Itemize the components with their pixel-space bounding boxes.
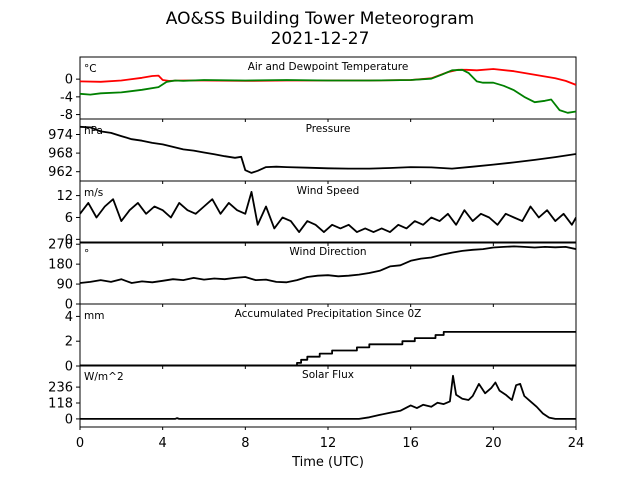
- y-tick-label: 180: [48, 258, 73, 273]
- panel-1: 974 968 962 Pressure hPa: [48, 118, 577, 184]
- y-tick-label: -4: [60, 90, 73, 105]
- panel-title: Wind Speed: [297, 185, 360, 197]
- x-tick-label: 24: [568, 436, 585, 451]
- panel-unit: m/s: [84, 187, 103, 199]
- y-tick-label: 968: [48, 147, 73, 162]
- panel-unit: hPa: [84, 125, 103, 137]
- panel-2: 12 6 0 Wind Speed m/s: [56, 180, 577, 248]
- panels-group: 0 -4 -8 Air and Dewpoint Temperature °C 974 96…: [48, 56, 577, 430]
- panel-title: Pressure: [306, 123, 351, 135]
- x-axis: 0 4 8 12 16 20 24: [76, 436, 584, 451]
- series-line-0: [80, 245, 576, 284]
- y-tick-label: 962: [48, 165, 73, 180]
- y-tick-label: 974: [48, 128, 73, 143]
- x-tick-label: 0: [76, 436, 84, 451]
- panel-unit: °C: [84, 63, 97, 75]
- y-tick-label: 0: [65, 360, 73, 375]
- series-line-0: [80, 374, 576, 420]
- y-tick-label: 270: [48, 238, 73, 253]
- y-tick-label: 0: [65, 233, 73, 248]
- x-tick-label: 4: [159, 436, 167, 451]
- y-tick-label: 236: [48, 381, 73, 396]
- panel-title: Air and Dewpoint Temperature: [248, 61, 409, 73]
- y-tick-label: 12: [56, 189, 73, 204]
- panel-unit: °: [84, 248, 89, 260]
- panel-title: Accumulated Precipitation Since 0Z: [235, 308, 422, 320]
- x-tick-label: 12: [320, 436, 337, 451]
- panel-title: Solar Flux: [302, 369, 354, 381]
- y-tick-label: 0: [65, 73, 73, 88]
- y-tick-label: 118: [48, 397, 73, 412]
- chart-subtitle: 2021-12-27: [271, 29, 370, 49]
- series-line-0: [80, 125, 576, 174]
- panel-0: 0 -4 -8 Air and Dewpoint Temperature °C: [60, 56, 577, 123]
- x-tick-label: 8: [241, 436, 249, 451]
- y-tick-label: 0: [65, 412, 73, 427]
- x-tick-label: 16: [402, 436, 419, 451]
- series-line-0: [80, 191, 576, 233]
- series-line-1: [80, 68, 576, 114]
- panel-unit: mm: [84, 310, 104, 322]
- y-tick-label: 90: [56, 278, 73, 293]
- y-tick-label: 6: [65, 211, 73, 226]
- y-tick-label: 4: [65, 310, 73, 325]
- series-line-0: [80, 331, 576, 366]
- x-tick-label: 20: [485, 436, 502, 451]
- x-axis-label: Time (UTC): [291, 455, 364, 470]
- panel-unit: W/m^2: [84, 371, 124, 383]
- y-tick-label: -8: [60, 108, 73, 123]
- panel-title: Wind Direction: [289, 246, 366, 258]
- y-tick-label: 2: [65, 335, 73, 350]
- chart-title: AO&SS Building Tower Meteorogram: [166, 9, 474, 29]
- panel-3: 270 180 90 0 Wind Direction °: [48, 238, 577, 313]
- panel-4: 4 2 0 Accumulated Precipitation Since 0Z mm: [65, 303, 577, 375]
- y-tick-label: 0: [65, 298, 73, 313]
